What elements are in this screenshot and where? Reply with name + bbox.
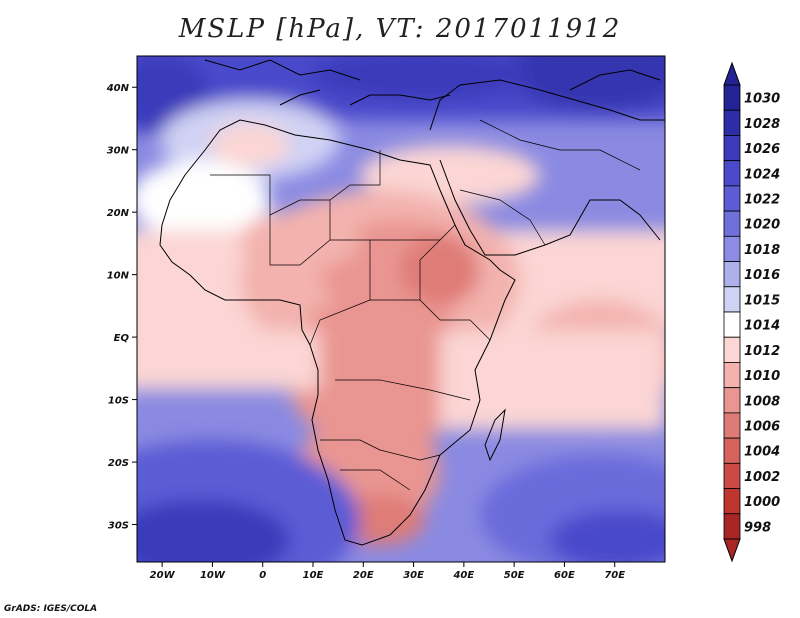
lat-tick-label: EQ: [114, 333, 130, 344]
colorbar-swatch: [723, 261, 741, 288]
colorbar-label: 1028: [744, 117, 780, 132]
lon-tick-label: 30E: [403, 570, 424, 581]
colorbar-swatch: [723, 160, 741, 187]
longitude-axis: 20W 10W 0 10E 20E 30E 40E 50E 60E 70E: [150, 562, 625, 581]
colorbar-label: 1022: [744, 193, 780, 208]
colorbar-label: 1002: [744, 470, 780, 485]
colorbar-swatch: [723, 235, 741, 262]
lat-tick-label: 20N: [107, 208, 130, 219]
colorbar-label: 1020: [744, 218, 780, 233]
colorbar-label: 998: [744, 520, 771, 535]
colorbar-swatch: [723, 84, 741, 111]
colorbar-swatch: [723, 311, 741, 338]
colorbar-swatch: [723, 109, 741, 136]
lon-tick-label: 20E: [353, 570, 374, 581]
map-title: MSLP [hPa], VT: 2017011912: [178, 14, 622, 44]
lat-tick-label: 10N: [107, 271, 130, 282]
lon-tick-label: 50E: [504, 570, 525, 581]
colorbar-label: 1008: [744, 394, 780, 409]
lon-tick-label: 60E: [554, 570, 575, 581]
lon-tick-label: 10E: [303, 570, 324, 581]
colorbar-swatch: [723, 185, 741, 212]
colorbar-label: 1004: [744, 445, 780, 460]
lat-tick-label: 30S: [108, 521, 129, 532]
pressure-field: [137, 56, 665, 562]
colorbar-top-arrow: [723, 61, 741, 86]
colorbar-label: 1000: [744, 495, 780, 510]
colorbar-label: 1030: [744, 92, 780, 107]
lon-tick-label: 0: [259, 570, 266, 581]
colorbar-label: 1006: [744, 420, 780, 435]
lon-tick-label: 10W: [200, 570, 226, 581]
lat-tick-label: 40N: [106, 83, 130, 94]
colorbar-swatch: [723, 513, 741, 540]
colorbar-label: 1024: [744, 167, 780, 182]
colorbar-label: 1012: [744, 344, 780, 359]
country-borders: [210, 119, 641, 491]
colorbar-swatch: [723, 462, 741, 489]
colorbar-swatch: [723, 210, 741, 237]
lat-tick-label: 20S: [108, 458, 129, 469]
lon-tick-label: 20W: [150, 570, 176, 581]
colorbar-swatch: [723, 362, 741, 389]
colorbar-label: 1014: [744, 319, 780, 334]
latitude-axis: 40N 30N 20N 10N EQ 10S 20S 30S: [106, 83, 137, 532]
colorbar-swatch: [723, 387, 741, 414]
colorbar-label: 1026: [744, 142, 780, 157]
colorbar-label: 1016: [744, 268, 780, 283]
colorbar-label: 1015: [744, 293, 780, 308]
colorbar-swatch: [723, 135, 741, 162]
colorbar-swatch: [723, 437, 741, 464]
colorbar-swatch: [723, 336, 741, 363]
colorbar-swatch: [723, 286, 741, 313]
lon-tick-label: 70E: [604, 570, 625, 581]
colorbar-bottom-arrow: [723, 538, 741, 563]
credit-label: GrADS: IGES/COLA: [4, 604, 98, 614]
map-frame: [136, 55, 666, 563]
coastlines: [159, 59, 665, 546]
lat-tick-label: 30N: [107, 146, 130, 157]
colorbar-swatch: [723, 412, 741, 439]
lon-tick-label: 40E: [452, 570, 474, 581]
colorbar-label: 1010: [744, 369, 780, 384]
colorbar-label: 1018: [744, 243, 780, 258]
lat-tick-label: 10S: [108, 396, 129, 407]
colorbar-swatch: [723, 488, 741, 515]
colorbar: 1030 1028 1026 1024 1022 1020 1018 1016 1015 1014…: [723, 61, 780, 563]
